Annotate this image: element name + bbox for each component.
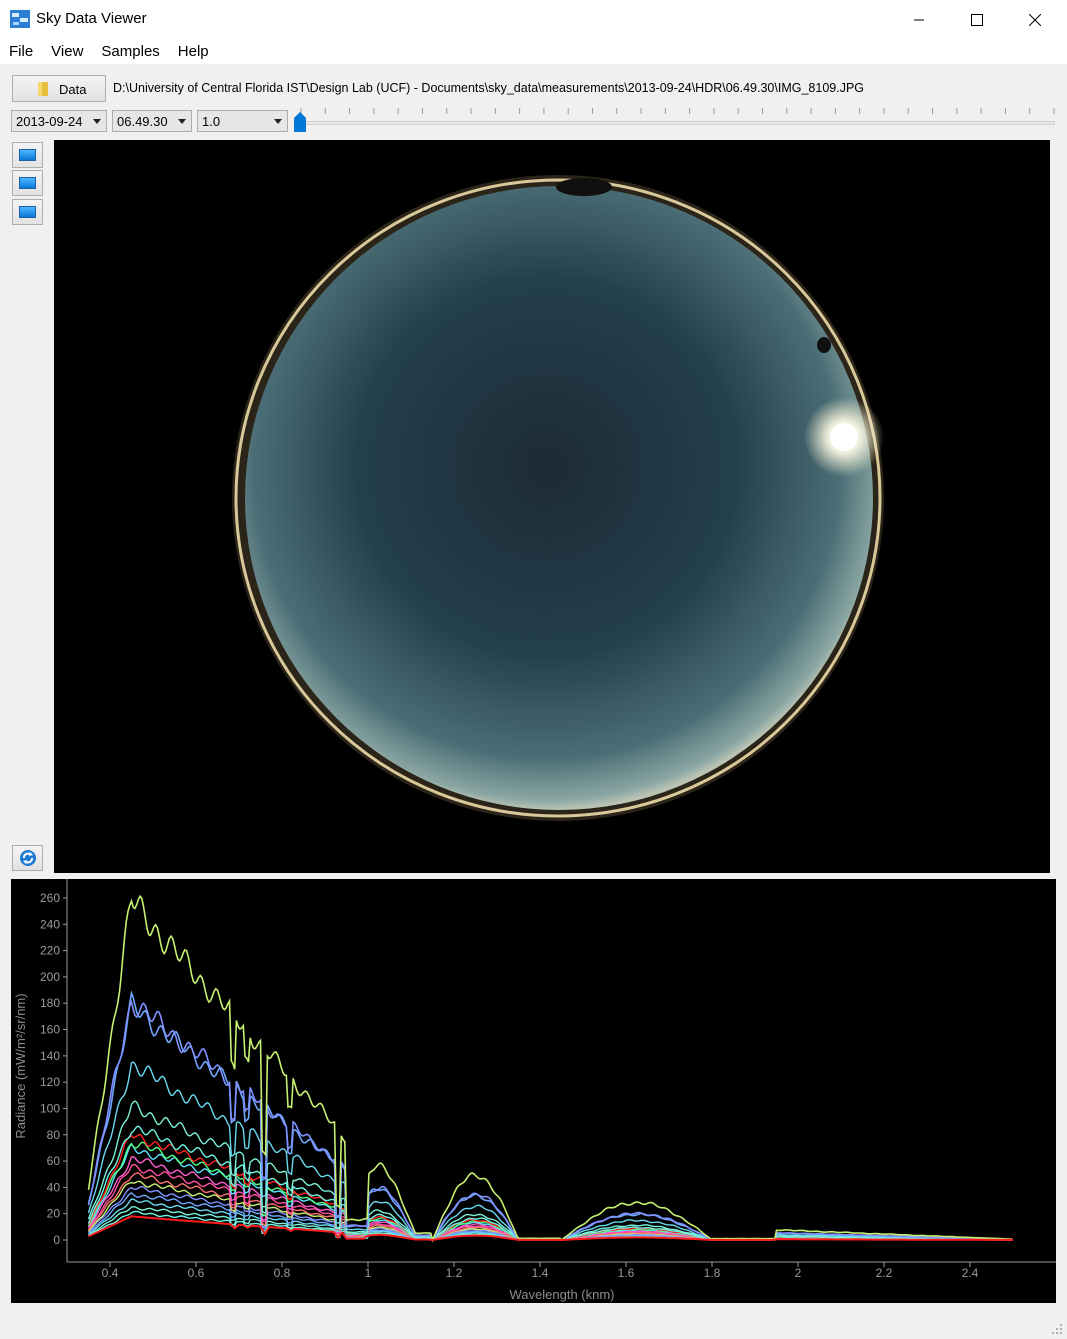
- chevron-down-icon: [274, 119, 282, 124]
- menu-help[interactable]: Help: [177, 43, 209, 60]
- file-path: D:\University of Central Florida IST\Des…: [113, 81, 865, 95]
- y-tick-label: 260: [40, 891, 60, 905]
- minimize-icon: [914, 19, 924, 21]
- series-line: [87, 990, 1013, 1242]
- view-button-2[interactable]: [12, 170, 43, 196]
- maximize-icon: [971, 14, 983, 26]
- close-icon: [1029, 14, 1041, 26]
- menu-file[interactable]: File: [9, 43, 34, 60]
- menu-view[interactable]: View: [51, 43, 84, 60]
- folder-icon: [38, 82, 48, 96]
- series-line: [87, 1142, 1013, 1241]
- maximize-button[interactable]: [948, 0, 1006, 40]
- series-line: [87, 1172, 1013, 1241]
- x-tick-label: 1.4: [532, 1266, 549, 1280]
- view-button-1[interactable]: [12, 142, 43, 168]
- status-bar: [0, 1312, 1067, 1339]
- y-tick-label: 100: [40, 1101, 60, 1115]
- monitor-icon: [19, 177, 36, 189]
- y-tick-label: 220: [40, 944, 60, 958]
- y-tick-label: 140: [40, 1049, 60, 1063]
- y-tick-label: 20: [47, 1207, 61, 1221]
- x-tick-label: 0.4: [102, 1266, 119, 1280]
- radiance-chart-svg: 0.4 0.6 0.8 1 1.2 1.4 1.6 1.8 2 2.2 2.4 0 20 40 60 80 1…: [13, 879, 1056, 1302]
- x-tick-label: 0.6: [188, 1266, 205, 1280]
- view-button-3[interactable]: [12, 199, 43, 225]
- x-tick-label: 0.8: [274, 1266, 291, 1280]
- data-button[interactable]: Data: [12, 75, 106, 102]
- series-line: [87, 894, 1013, 1243]
- x-tick-label: 2.2: [876, 1266, 893, 1280]
- refresh-icon: [19, 850, 36, 866]
- y-tick-label: 200: [40, 970, 60, 984]
- series-line: [87, 1141, 1013, 1241]
- menu-bar: File View Samples Help: [0, 40, 1067, 64]
- slider-ticks: [300, 108, 1055, 114]
- resize-grip-icon[interactable]: [1051, 1323, 1063, 1335]
- menu-samples[interactable]: Samples: [101, 43, 160, 60]
- radiance-chart[interactable]: 0.4 0.6 0.8 1 1.2 1.4 1.6 1.8 2 2.2 2.4 0 20 40 60 80 1…: [11, 879, 1056, 1303]
- series-line: [87, 1180, 1013, 1241]
- y-tick-label: 0: [53, 1233, 60, 1247]
- minimize-button[interactable]: [890, 0, 948, 40]
- series-line: [88, 1215, 1013, 1242]
- date-select[interactable]: 2013-09-24: [11, 110, 107, 132]
- y-tick-label: 240: [40, 917, 60, 931]
- data-button-label: Data: [59, 82, 87, 97]
- date-select-value: 2013-09-24: [16, 114, 83, 129]
- x-axis-label: Wavelength (knm): [510, 1287, 615, 1302]
- y-tick-label: 60: [47, 1154, 61, 1168]
- chevron-down-icon: [178, 119, 186, 124]
- y-tick-label: 40: [47, 1180, 61, 1194]
- x-tick-label: 1: [365, 1266, 372, 1280]
- refresh-button[interactable]: [12, 845, 43, 871]
- y-tick-label: 120: [40, 1075, 60, 1089]
- y-tick-label: 160: [40, 1023, 60, 1037]
- x-tick-label: 2: [795, 1266, 802, 1280]
- y-tick-label: 80: [47, 1128, 61, 1142]
- sky-app-icon: [10, 10, 30, 28]
- exposure-select-value: 1.0: [202, 114, 221, 129]
- photo-slider-track[interactable]: [300, 121, 1055, 125]
- x-tick-label: 1.6: [618, 1266, 635, 1280]
- title-bar: Sky Data Viewer: [0, 0, 1067, 40]
- exposure-select[interactable]: 1.0: [197, 110, 288, 132]
- time-select[interactable]: 06.49.30: [112, 110, 192, 132]
- window-title: Sky Data Viewer: [36, 10, 147, 27]
- x-tick-label: 1.8: [704, 1266, 721, 1280]
- time-select-value: 06.49.30: [117, 114, 168, 129]
- x-tick-label: 2.4: [962, 1266, 979, 1280]
- y-tick-label: 180: [40, 996, 60, 1010]
- sky-fisheye-image: [232, 175, 884, 821]
- monitor-icon: [19, 149, 36, 161]
- x-tick-label: 1.2: [446, 1266, 463, 1280]
- sky-image-view[interactable]: [54, 140, 1050, 873]
- y-axis-label: Radiance (mW/m²/sr/nm): [13, 993, 28, 1138]
- close-button[interactable]: [1006, 0, 1064, 40]
- monitor-icon: [19, 206, 36, 218]
- chevron-down-icon: [93, 119, 101, 124]
- photo-slider-handle[interactable]: [294, 112, 306, 132]
